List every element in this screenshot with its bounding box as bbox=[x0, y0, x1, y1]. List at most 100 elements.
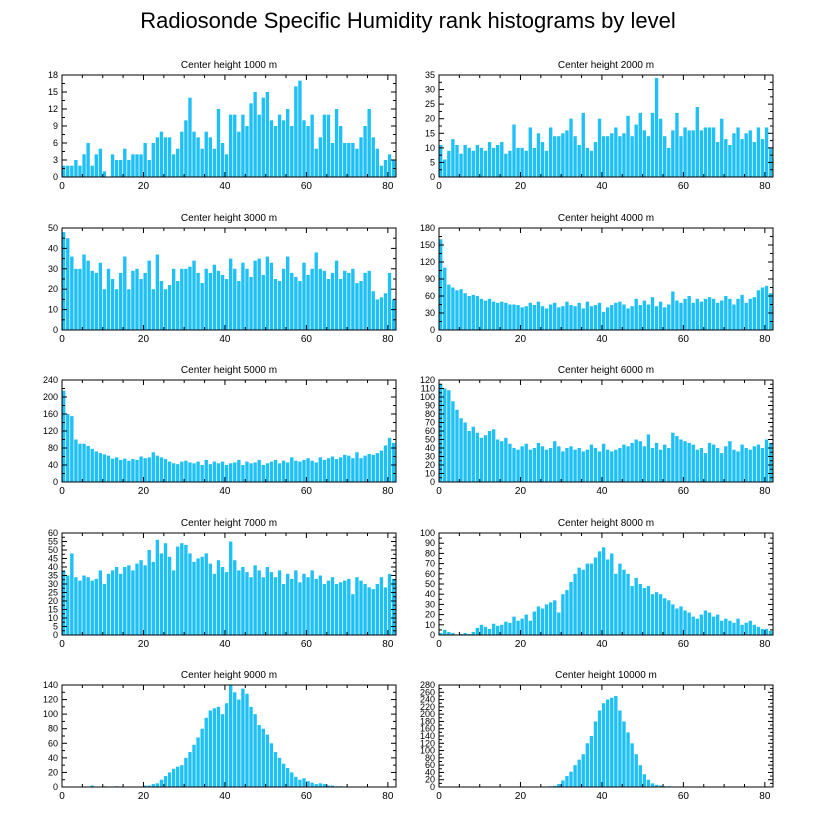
histogram-bar bbox=[487, 298, 492, 330]
histogram-bar bbox=[748, 130, 752, 177]
histogram-bar bbox=[606, 449, 610, 482]
histogram-bar bbox=[479, 147, 484, 177]
y-tick-label: 120 bbox=[43, 426, 58, 436]
histogram-bar bbox=[642, 130, 647, 177]
y-tick-label: 25 bbox=[425, 99, 435, 109]
histogram-bar bbox=[606, 307, 610, 330]
histogram-bar bbox=[119, 160, 123, 177]
histogram-bar bbox=[286, 462, 290, 482]
histogram-bar bbox=[516, 620, 520, 635]
histogram-bar bbox=[573, 449, 577, 482]
histogram-bar bbox=[475, 432, 480, 482]
histogram-bar bbox=[520, 618, 524, 635]
histogram-bar bbox=[565, 776, 569, 787]
histogram-panel-7: Center height 7000 m0 20 40 60 8005101520253… bbox=[48, 518, 397, 650]
histogram-bar bbox=[715, 614, 720, 635]
histogram-panel-9: Center height 9000 m 0 20 40 60 80 0 20 40 60 80 10… bbox=[43, 670, 397, 802]
y-tick-label: 9 bbox=[53, 121, 58, 131]
histogram-bar bbox=[192, 260, 196, 330]
histogram-bar bbox=[764, 628, 769, 635]
histogram-bar bbox=[155, 539, 160, 635]
histogram-bar bbox=[748, 449, 752, 482]
histogram-bar bbox=[62, 390, 66, 483]
histogram-bar bbox=[86, 260, 90, 330]
histogram-bar bbox=[338, 582, 343, 635]
histogram-bar bbox=[610, 697, 614, 787]
histogram-bar bbox=[163, 459, 168, 482]
histogram-bar bbox=[343, 580, 347, 635]
histogram-bar bbox=[732, 449, 736, 482]
histogram-bar bbox=[732, 304, 736, 330]
panel-title: Center height 1000 m bbox=[181, 60, 277, 71]
histogram-bar bbox=[290, 272, 294, 330]
y-tick-label: 10 bbox=[48, 305, 58, 315]
histogram-bar bbox=[638, 441, 642, 482]
histogram-bar bbox=[573, 306, 577, 330]
histogram-bar bbox=[548, 304, 553, 330]
histogram-bar bbox=[524, 614, 528, 635]
histogram-bar bbox=[212, 573, 217, 635]
histogram-bar bbox=[500, 441, 504, 482]
x-tick-label: 80 bbox=[382, 181, 394, 192]
histogram-bar bbox=[322, 114, 327, 177]
histogram-bar bbox=[110, 458, 115, 483]
histogram-bar bbox=[573, 573, 577, 635]
histogram-bar bbox=[139, 560, 143, 635]
histogram-bar bbox=[334, 109, 339, 177]
histogram-bar bbox=[614, 127, 618, 177]
histogram-bar bbox=[463, 422, 467, 482]
x-tick-label: 0 bbox=[59, 639, 65, 650]
histogram-bar bbox=[658, 301, 663, 330]
histogram-bar bbox=[322, 459, 327, 482]
histogram-bar bbox=[119, 573, 123, 635]
histogram-bar bbox=[330, 785, 335, 787]
histogram-bar bbox=[310, 570, 314, 635]
histogram-bar bbox=[298, 281, 302, 330]
histogram-bar bbox=[204, 268, 208, 330]
histogram-bar bbox=[257, 459, 261, 482]
histogram-bar bbox=[253, 462, 257, 482]
histogram-bar bbox=[192, 463, 196, 482]
histogram-bar bbox=[487, 431, 492, 482]
y-tick-label: 80 bbox=[425, 548, 435, 558]
histogram-bar bbox=[447, 284, 451, 330]
histogram-bar bbox=[212, 461, 217, 482]
histogram-bar bbox=[257, 725, 261, 787]
histogram-bar bbox=[245, 572, 249, 635]
histogram-bar bbox=[626, 732, 630, 787]
histogram-bar bbox=[269, 743, 274, 787]
histogram-bar bbox=[459, 633, 463, 635]
histogram-bar bbox=[646, 304, 651, 330]
histogram-bar bbox=[363, 272, 367, 330]
histogram-bar bbox=[553, 136, 557, 177]
x-tick-label: 40 bbox=[596, 334, 608, 345]
histogram-bar bbox=[86, 143, 90, 177]
histogram-bar bbox=[78, 268, 82, 330]
histogram-bar bbox=[86, 577, 90, 635]
histogram-bar bbox=[553, 441, 557, 482]
histogram-bar bbox=[306, 458, 310, 482]
histogram-bar bbox=[540, 306, 545, 330]
histogram-bar bbox=[147, 260, 151, 330]
histogram-bar bbox=[155, 137, 160, 177]
histogram-bar bbox=[326, 458, 331, 482]
histogram-bar bbox=[720, 620, 724, 635]
histogram-bar bbox=[508, 304, 512, 330]
histogram-bar bbox=[687, 296, 691, 330]
histogram-bar bbox=[520, 307, 524, 330]
histogram-bar bbox=[524, 306, 528, 330]
histogram-bar bbox=[524, 150, 528, 177]
histogram-bar bbox=[654, 784, 659, 787]
histogram-bar bbox=[724, 446, 728, 482]
histogram-bar bbox=[237, 281, 241, 330]
histogram-bar bbox=[703, 127, 708, 177]
histogram-bar bbox=[756, 626, 761, 635]
histogram-bar bbox=[707, 612, 712, 635]
histogram-bar bbox=[593, 448, 598, 482]
histogram-bar bbox=[367, 587, 371, 635]
histogram-bar bbox=[310, 460, 314, 482]
histogram-bar bbox=[536, 133, 541, 177]
histogram-bar bbox=[736, 127, 740, 177]
histogram-bar bbox=[114, 457, 119, 482]
histogram-bar bbox=[233, 114, 237, 177]
